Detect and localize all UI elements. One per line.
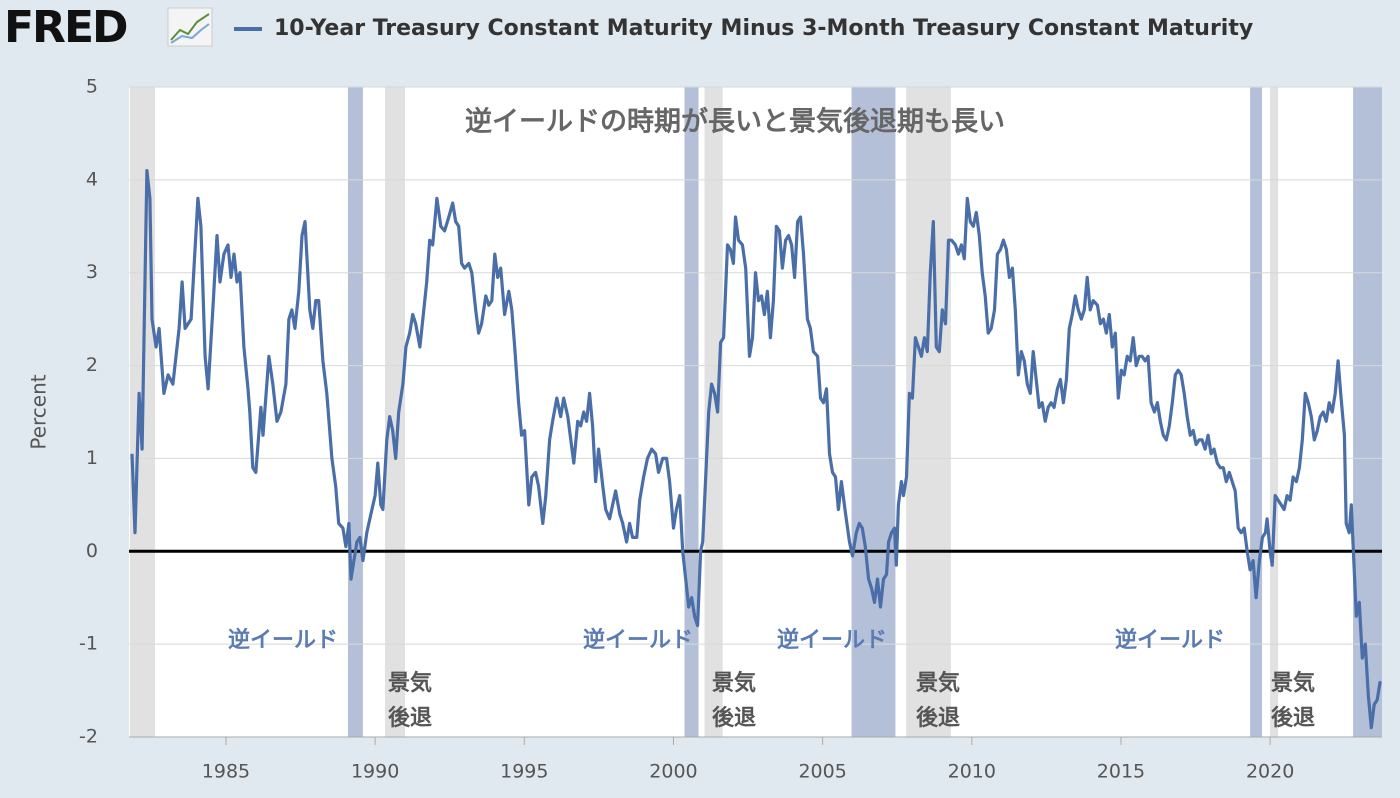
inversion-band <box>347 87 363 737</box>
recession-label: 後退 <box>388 705 432 731</box>
recession-band <box>1270 87 1279 737</box>
inversion-label: 逆イールド <box>1115 627 1225 653</box>
inversion-band <box>1353 87 1382 737</box>
y-tick-label: 1 <box>86 447 98 469</box>
x-tick-label: 1995 <box>500 761 548 783</box>
recession-band <box>704 87 723 737</box>
y-tick-label: -2 <box>79 726 98 748</box>
x-tick-label: 1985 <box>202 761 250 783</box>
inversion-label: 逆イールド <box>583 627 693 653</box>
recession-label: 景気 <box>388 670 432 696</box>
inversion-label: 逆イールド <box>777 627 887 653</box>
x-tick-label: 2000 <box>649 761 697 783</box>
inversion-band <box>851 87 896 737</box>
recession-label: 景気 <box>916 670 960 696</box>
x-tick-label: 2005 <box>798 761 846 783</box>
y-tick-label: 0 <box>86 540 98 562</box>
y-tick-label: 2 <box>86 354 98 376</box>
x-tick-label: 2010 <box>948 761 996 783</box>
y-tick-label: 5 <box>86 76 98 98</box>
plot-area <box>129 87 1382 737</box>
x-tick-label: 2020 <box>1246 761 1294 783</box>
inversion-band <box>1250 87 1263 737</box>
y-axis-label: Percent <box>27 374 51 449</box>
x-tick-label: 2015 <box>1097 761 1145 783</box>
y-tick-label: 4 <box>86 168 98 190</box>
annotation-title: 逆イールドの時期が長いと景気後退期も長い <box>465 106 1005 138</box>
y-tick-label: 3 <box>86 261 98 283</box>
recession-band <box>906 87 951 737</box>
recession-label: 景気 <box>712 670 756 696</box>
inversion-band <box>684 87 699 737</box>
inversion-label: 逆イールド <box>228 627 338 653</box>
x-tick-label: 1990 <box>351 761 399 783</box>
recession-label: 景気 <box>1271 670 1315 696</box>
y-tick-label: -1 <box>79 633 98 655</box>
recession-band <box>384 87 405 737</box>
logo-icon <box>167 7 213 47</box>
series-line <box>130 169 1382 730</box>
recession-label: 後退 <box>712 705 756 731</box>
recession-label: 後退 <box>916 705 960 731</box>
legend-label: 10-Year Treasury Constant Maturity Minus… <box>274 16 1253 41</box>
recession-label: 後退 <box>1271 705 1315 731</box>
logo: FRED <box>4 2 127 53</box>
